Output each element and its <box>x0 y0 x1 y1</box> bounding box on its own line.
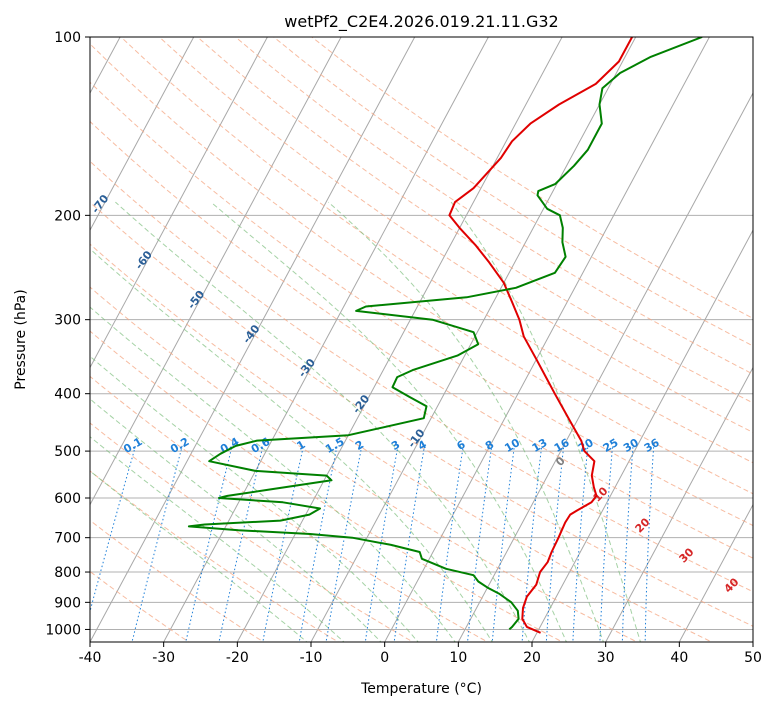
mixing-ratio-line <box>621 445 634 642</box>
mixing-ratio-line <box>185 445 233 642</box>
moist-adiabat <box>115 201 530 642</box>
dry-adiabat <box>90 330 564 642</box>
dry-adiabat <box>90 570 190 642</box>
dry-adiabat <box>235 37 753 375</box>
mixing-ratio-line <box>644 445 655 642</box>
isotherm-line <box>531 229 753 642</box>
moist-adiabat <box>210 201 568 642</box>
dry-adiabat <box>90 43 753 495</box>
mixing-ratio-line <box>298 445 338 642</box>
dry-adiabat <box>311 37 753 319</box>
y-tick-label: 800 <box>54 565 81 581</box>
dry-adiabat <box>90 160 753 593</box>
mixing-ratio-line <box>466 445 493 642</box>
y-tick-label: 200 <box>54 208 81 224</box>
moist-adiabat <box>450 201 642 642</box>
mixing-ratio-line <box>435 445 464 642</box>
mixing-ratio-line <box>572 445 589 642</box>
dewpoint-profile-line <box>187 37 703 631</box>
y-tick-label: 900 <box>54 595 81 611</box>
mixing-ratio-line <box>262 445 304 642</box>
isotherm-line <box>457 92 753 642</box>
isotherm-line <box>90 37 342 506</box>
mixing-ratio-line <box>599 445 614 642</box>
y-tick-label: 300 <box>54 313 81 329</box>
y-tick-label: 600 <box>54 491 81 507</box>
y-tick-label: 1000 <box>45 622 81 638</box>
moist-adiabat <box>90 248 493 642</box>
isotherm-line <box>236 37 563 642</box>
mixing-ratio-line <box>131 445 183 642</box>
x-tick-label: 40 <box>670 650 688 666</box>
mixing-ratio-line <box>364 445 399 642</box>
x-tick-label: 30 <box>597 650 615 666</box>
dry-adiabat <box>90 375 489 642</box>
x-axis-label: Temperature (°C) <box>360 681 482 697</box>
y-tick-label: 100 <box>54 30 81 46</box>
moist-adiabat <box>328 201 605 642</box>
y-tick-label: 700 <box>54 531 81 547</box>
isotherm-line <box>384 37 710 642</box>
isotherm-line <box>678 503 753 642</box>
isotherm-line <box>90 37 195 232</box>
moist-adiabat <box>90 355 419 642</box>
x-tick-label: 0 <box>380 650 389 666</box>
y-axis-label: Pressure (hPa) <box>13 289 29 389</box>
dry-adiabat <box>273 37 753 347</box>
y-tick-label: 400 <box>54 387 81 403</box>
moist-adiabat <box>90 436 345 642</box>
x-tick-label: 10 <box>449 650 467 666</box>
dry-adiabat <box>90 286 639 642</box>
dry-adiabat <box>90 81 753 527</box>
x-tick-label: 50 <box>744 650 762 666</box>
dry-adiabat <box>120 37 753 464</box>
isotherm-line <box>163 37 489 642</box>
mixing-ratio-line <box>545 445 565 642</box>
dry-adiabat <box>90 201 753 627</box>
x-tick-label: -10 <box>300 650 323 666</box>
dry-adiabat <box>197 37 753 404</box>
y-tick-label: 500 <box>54 444 81 460</box>
mixing-ratio-line <box>491 445 515 642</box>
dry-adiabat <box>90 519 265 642</box>
dry-adiabat <box>90 422 414 642</box>
x-tick-label: 20 <box>523 650 541 666</box>
plot-frame <box>89 36 754 643</box>
isotherm-line <box>605 366 753 642</box>
chart-title: wetPf2_C2E4.2026.019.21.11.G32 <box>284 12 558 32</box>
mixing-ratio-line <box>325 445 363 642</box>
moist-adiabat <box>90 470 308 642</box>
moist-adiabat <box>90 306 456 642</box>
x-tick-label: -40 <box>79 650 102 666</box>
temperature-profile-line <box>448 37 633 634</box>
mixing-ratio-line <box>393 445 425 642</box>
isotherm-line <box>90 37 268 369</box>
x-tick-label: -20 <box>226 650 249 666</box>
isotherm-line <box>90 37 416 642</box>
x-tick-label: -30 <box>152 650 175 666</box>
